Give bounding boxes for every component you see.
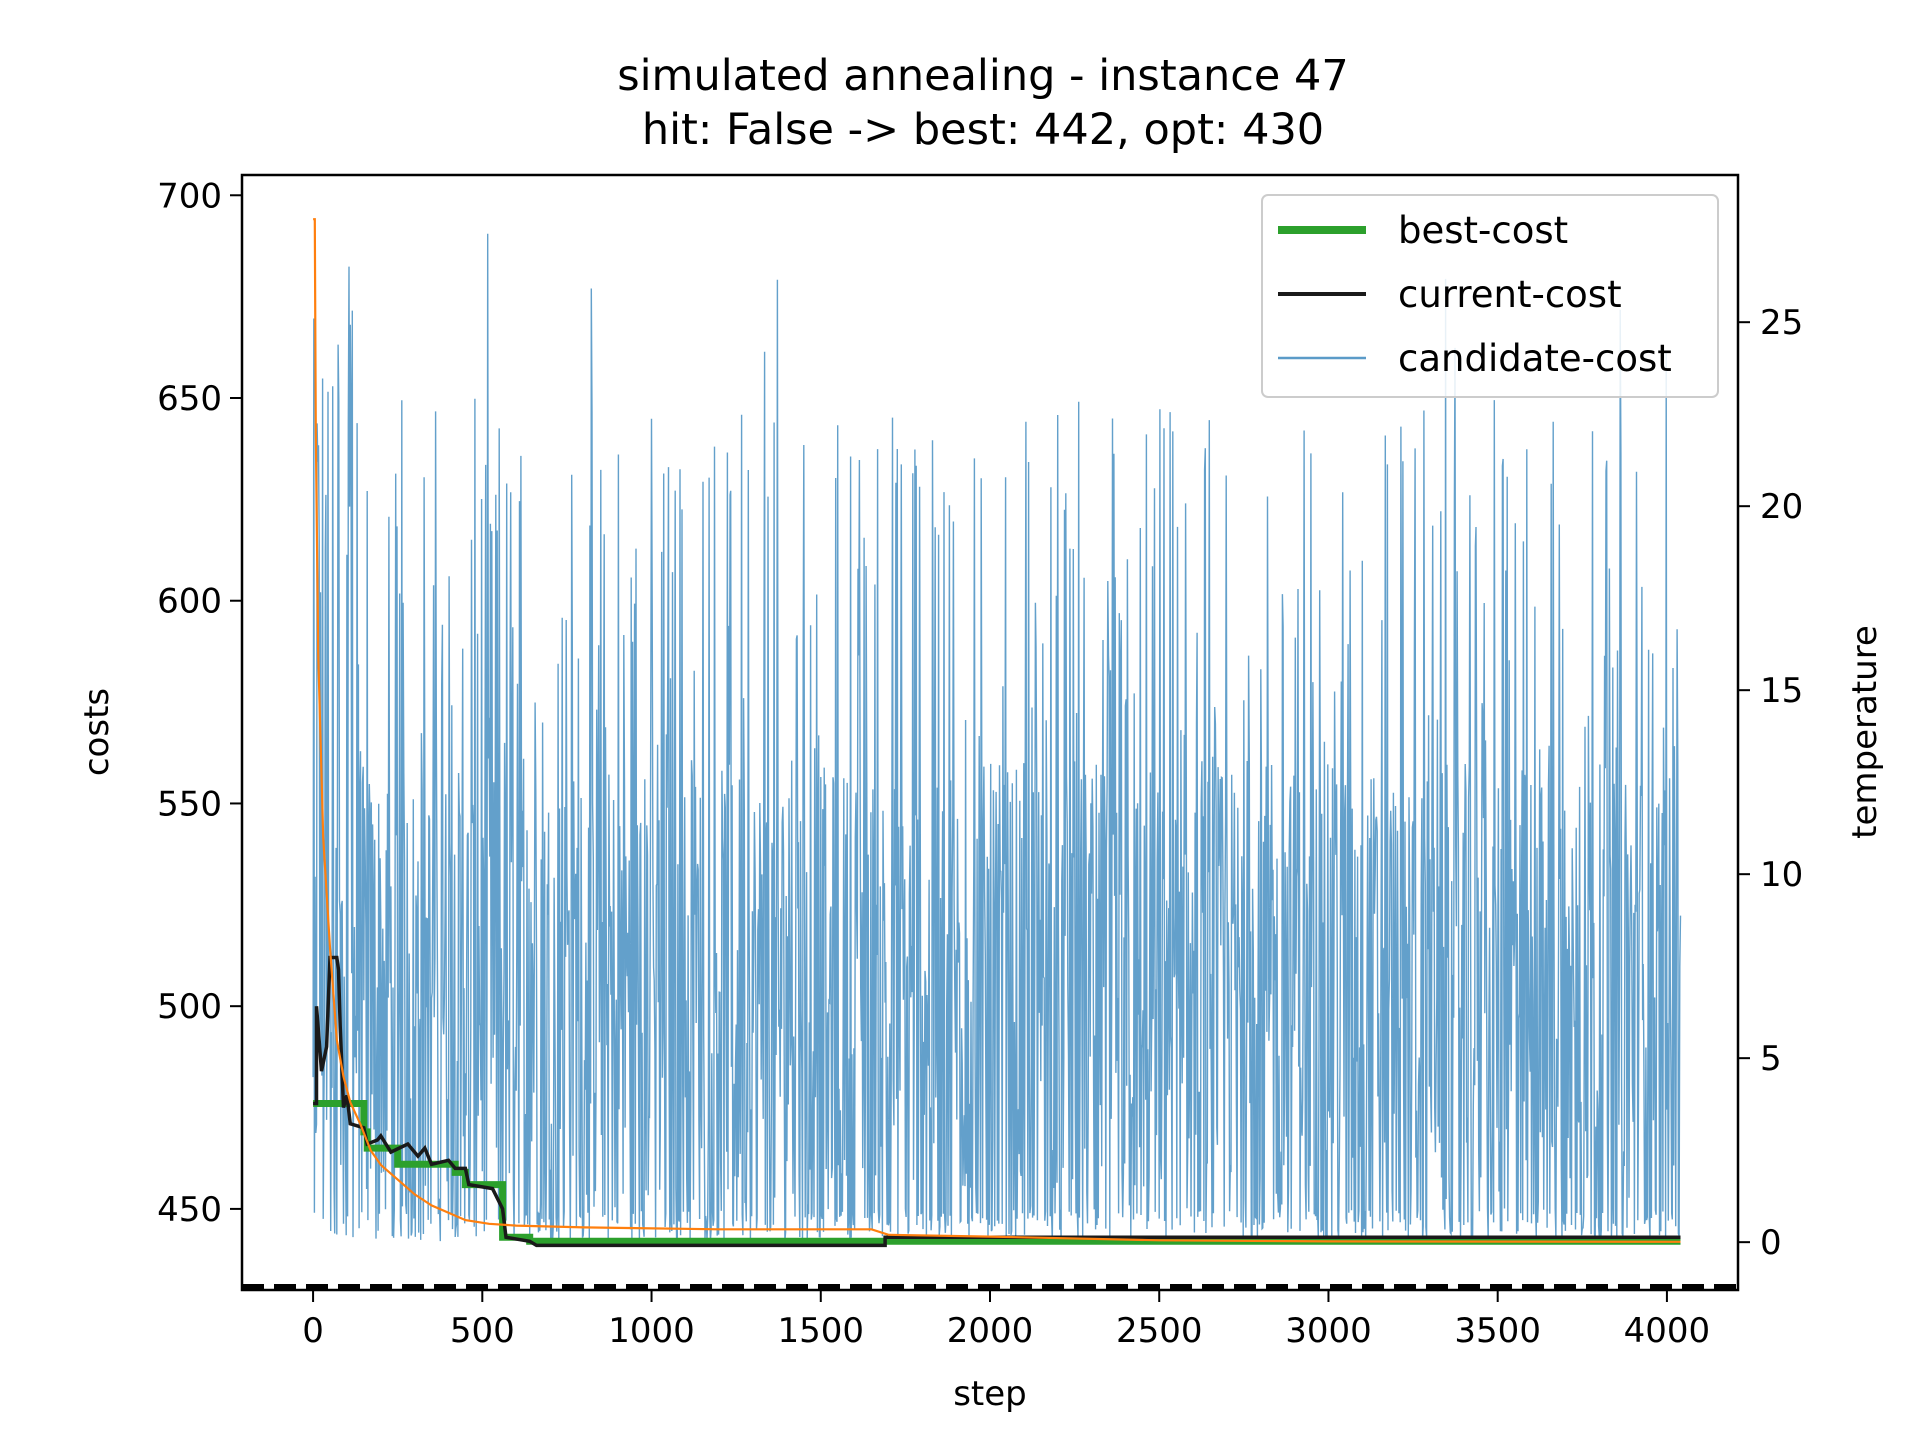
plot-frame [240, 173, 1740, 1292]
y-tick-label: 450 [157, 1190, 222, 1230]
x-tick-label: 3000 [1285, 1311, 1372, 1351]
chart-subtitle: hit: False -> best: 442, opt: 430 [642, 105, 1324, 155]
x-tick-label: 2500 [1116, 1311, 1203, 1351]
y-tick-label: 650 [157, 379, 222, 419]
series-group [312, 218, 1682, 1248]
x-tick-label: 0 [302, 1311, 324, 1351]
series-current-cost [313, 955, 1681, 1248]
y2-tick-label: 10 [1760, 855, 1803, 895]
x-tick-label: 1000 [608, 1311, 695, 1351]
y2-tick-label: 0 [1760, 1223, 1782, 1263]
x-tick-label: 3500 [1454, 1311, 1541, 1351]
y-tick-label: 500 [157, 987, 222, 1027]
x-axis-label: step [953, 1374, 1027, 1414]
y2-tick-label: 15 [1760, 671, 1803, 711]
axis-ticks: 0 500 1000 1500 2000 2500 3000 3500 400045050055… [157, 176, 1803, 1351]
y-axis-label: costs [77, 688, 117, 776]
y2-tick-label: 20 [1760, 487, 1803, 527]
legend: best-cost current-cost candidate-cost [1261, 194, 1719, 398]
legend-box [1261, 194, 1719, 398]
x-tick-label: 4000 [1624, 1311, 1711, 1351]
chart-title: simulated annealing - instance 47 [617, 51, 1349, 101]
legend-label-candidate-cost: candidate-cost [1398, 337, 1672, 380]
plot-area [242, 218, 1738, 1290]
x-tick-label: 2000 [947, 1311, 1034, 1351]
y-tick-label: 700 [157, 176, 222, 216]
legend-label-current-cost: current-cost [1398, 273, 1622, 316]
y2-axis-label: temperature [1845, 625, 1885, 839]
y-tick-label: 600 [157, 582, 222, 622]
legend-label-best-cost: best-cost [1398, 209, 1568, 252]
x-tick-label: 500 [450, 1311, 515, 1351]
series-temperature [313, 218, 1681, 1243]
series-candidate-cost [312, 233, 1682, 1242]
y-tick-label: 550 [157, 784, 222, 824]
y2-tick-label: 5 [1760, 1039, 1782, 1079]
x-tick-label: 1500 [778, 1311, 865, 1351]
y2-tick-label: 25 [1760, 303, 1803, 343]
